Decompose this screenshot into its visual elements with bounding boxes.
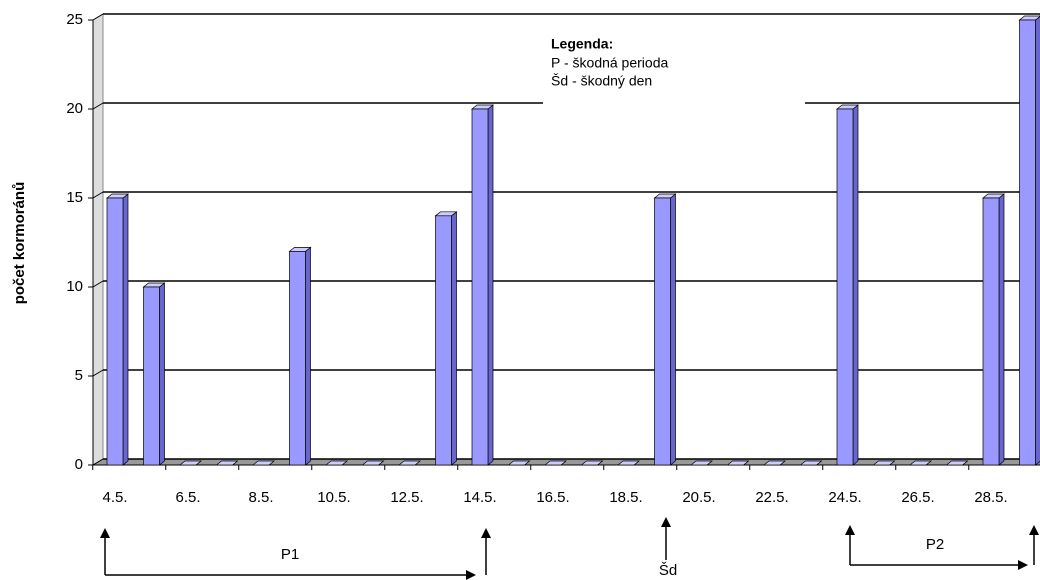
x-tick-label: 8.5. <box>248 489 273 506</box>
bar <box>143 286 160 466</box>
bar <box>982 197 1000 466</box>
bar <box>654 197 671 466</box>
bar-side <box>487 104 494 466</box>
annotation: Šd <box>659 562 677 579</box>
bar-side <box>670 193 676 466</box>
legend-title: Legenda: <box>551 36 613 52</box>
arrow-head <box>100 528 110 538</box>
side-wall <box>92 13 104 466</box>
y-tick-label: 25 <box>66 11 83 28</box>
bar <box>289 251 306 466</box>
x-tick-label: 6.5. <box>175 489 200 506</box>
bar-side <box>305 246 311 466</box>
arrow-head <box>466 570 476 580</box>
arrow-head <box>481 528 491 538</box>
bar-top <box>945 460 969 466</box>
grid-line-side <box>92 191 104 199</box>
grid-line-side <box>92 458 104 466</box>
arrow-head <box>661 517 671 527</box>
bar <box>106 197 124 466</box>
arrow-head <box>1029 525 1039 535</box>
y-axis-label: počet kormoránů <box>11 182 28 305</box>
bar <box>836 108 854 466</box>
bar-top <box>909 460 932 466</box>
x-tick-label: 28.5. <box>974 489 1007 506</box>
bar-top <box>179 460 202 466</box>
x-tick-label: 14.5. <box>463 489 496 506</box>
bar-side <box>451 211 457 466</box>
bar-side <box>998 193 1005 466</box>
x-tick-label: 22.5. <box>755 489 788 506</box>
bar-side <box>159 282 165 466</box>
x-tick-label: 26.5. <box>901 489 934 506</box>
arrow-head <box>1018 560 1028 570</box>
bar <box>1019 19 1036 466</box>
y-tick-label: 0 <box>75 456 83 473</box>
bar-top <box>726 460 750 466</box>
grid-line-side <box>92 102 104 110</box>
annotation: P2 <box>926 536 944 553</box>
bar-top <box>507 460 531 466</box>
bar-top <box>872 460 896 466</box>
x-tick-label: 10.5. <box>317 489 350 506</box>
x-tick-label: 24.5. <box>828 489 861 506</box>
grid-line-side <box>92 13 104 21</box>
y-tick-label: 20 <box>66 100 83 117</box>
bar <box>435 215 452 466</box>
arrow-head <box>845 525 855 535</box>
legend-box <box>543 28 805 106</box>
annotation: P1 <box>281 546 299 563</box>
bar-side <box>122 193 129 466</box>
x-tick-label: 12.5. <box>390 489 423 506</box>
legend-line: P - škodná perioda <box>551 55 668 71</box>
bar-top <box>325 460 348 466</box>
bar-top <box>799 460 823 466</box>
y-tick-label: 15 <box>66 189 83 206</box>
bar-side <box>852 104 859 466</box>
legend-line: Šd - škodný den <box>551 73 652 89</box>
bar-top <box>580 460 604 466</box>
y-tick-label: 5 <box>75 367 83 384</box>
bar <box>471 108 489 466</box>
x-tick-label: 18.5. <box>609 489 642 506</box>
x-tick-label: 4.5. <box>102 489 127 506</box>
bar-top <box>763 460 786 466</box>
grid-line-side <box>92 369 104 377</box>
bar-top <box>215 460 239 466</box>
bar-top <box>617 460 640 466</box>
y-tick-label: 10 <box>66 278 83 295</box>
bar-top <box>690 460 713 466</box>
x-tick-label: 20.5. <box>682 489 715 506</box>
bar-top <box>252 460 275 466</box>
bar-top <box>398 460 421 466</box>
grid-line-side <box>92 280 104 288</box>
x-tick-label: 16.5. <box>536 489 569 506</box>
bar-top <box>361 460 385 466</box>
bar-side <box>1035 15 1040 466</box>
bar-top <box>544 460 567 466</box>
